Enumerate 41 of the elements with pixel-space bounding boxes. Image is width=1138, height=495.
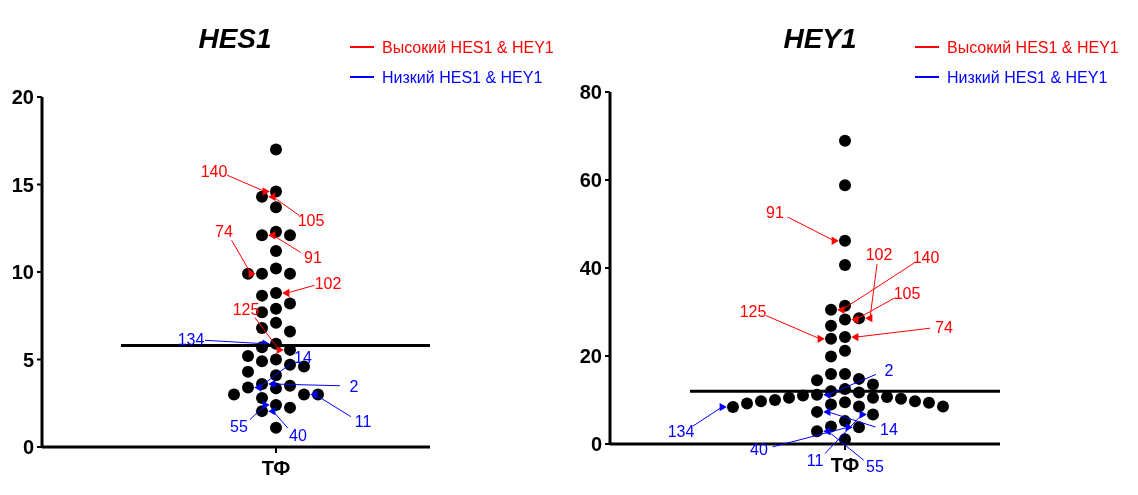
annotation: 102 — [314, 274, 342, 292]
y-tick-label: 15 — [11, 173, 34, 196]
legend-label: Низкий HES1 & HEY1 — [947, 68, 1108, 86]
y-tick-label: 40 — [579, 257, 602, 279]
annotation: 125 — [739, 303, 767, 321]
y-tick-label: 0 — [22, 436, 34, 458]
annotation: 14 — [294, 349, 312, 367]
annotation: 105 — [893, 285, 921, 303]
annotation: 2 — [349, 377, 359, 395]
annotation: 105 — [297, 212, 325, 230]
chart-title: HEY1 — [783, 23, 857, 54]
annotation: 140 — [912, 249, 940, 267]
annotation: 14 — [880, 421, 898, 439]
annotation: 74 — [935, 318, 953, 336]
legend-label: Высокий HES1 & HEY1 — [947, 38, 1119, 56]
annotation: 74 — [215, 223, 233, 241]
y-tick-label: 20 — [579, 345, 602, 367]
legend-label: Высокий HES1 & HEY1 — [382, 38, 554, 56]
annotation: 125 — [232, 301, 260, 319]
y-tick-label: 60 — [579, 169, 602, 191]
annotation: 140 — [200, 163, 228, 181]
y-tick-label: 5 — [22, 348, 34, 371]
annotation: 2 — [884, 362, 894, 380]
chart-title: HES1 — [198, 23, 272, 54]
x-tick-label: ТФ — [261, 457, 291, 479]
y-tick-label: 10 — [11, 261, 34, 283]
annotation: 91 — [766, 204, 784, 222]
annotation: 40 — [289, 426, 307, 444]
x-tick-label: ТФ — [830, 454, 860, 476]
text: 55 — [866, 457, 884, 475]
y-tick-label: 80 — [579, 81, 602, 103]
legend-label: Низкий HES1 & HEY1 — [382, 68, 543, 86]
annotation: 40 — [750, 440, 768, 458]
annotation: 102 — [865, 245, 893, 263]
annotation: 11 — [354, 413, 372, 431]
annotation: 134 — [667, 422, 695, 440]
annotation: 55 — [230, 417, 248, 435]
y-tick-label: 20 — [11, 86, 34, 108]
text: 11 — [806, 452, 824, 470]
annotation: 91 — [304, 248, 322, 266]
y-tick-label: 0 — [590, 433, 602, 455]
